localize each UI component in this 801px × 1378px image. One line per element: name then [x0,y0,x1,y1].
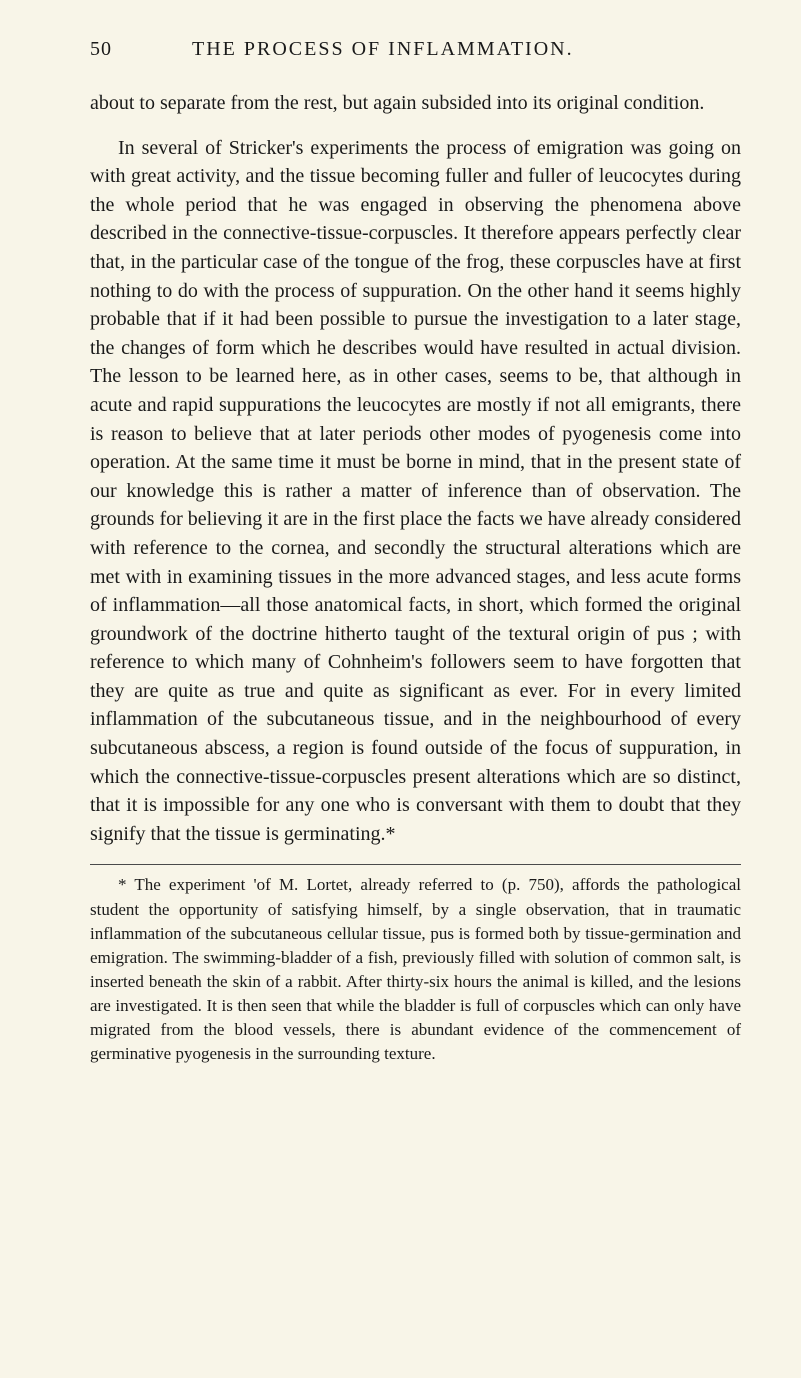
footnote: * The experiment 'of M. Lortet, already … [90,873,741,1066]
page-header: 50 THE PROCESS OF INFLAMMATION. [90,38,741,61]
page-number: 50 [90,38,112,61]
footnote-separator [90,864,741,865]
paragraph-1: about to separate from the rest, but aga… [90,89,741,118]
paragraph-2: In several of Stricker's experiments the… [90,134,741,849]
chapter-title: THE PROCESS OF INFLAMMATION. [192,38,574,61]
